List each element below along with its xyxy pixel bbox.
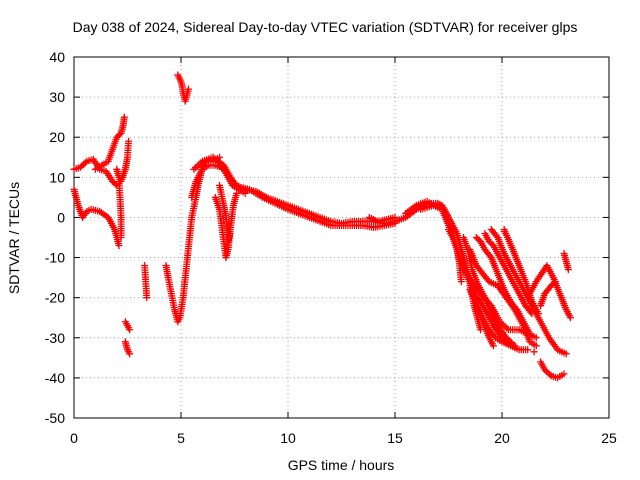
- data-point: [80, 160, 88, 168]
- data-point: [546, 370, 554, 378]
- data-track: [121, 338, 134, 358]
- x-axis-label: GPS time / hours: [288, 457, 395, 473]
- data-point: [81, 159, 89, 167]
- x-tick-label: 0: [70, 430, 78, 446]
- data-point: [143, 294, 151, 302]
- data-track: [537, 358, 568, 382]
- data-point: [78, 162, 86, 170]
- grid: [74, 57, 609, 418]
- data-track: [190, 153, 399, 227]
- data-track: [500, 225, 542, 318]
- data-point: [562, 350, 570, 358]
- data-point: [500, 227, 508, 235]
- data-track: [524, 262, 574, 322]
- x-tick-label: 15: [387, 430, 403, 446]
- data-track: [445, 225, 465, 286]
- data-points: [70, 71, 574, 382]
- data-point: [542, 367, 550, 375]
- data-point: [544, 369, 552, 377]
- y-tick-label: -50: [45, 410, 65, 426]
- data-point: [532, 334, 540, 342]
- data-point: [184, 85, 192, 93]
- y-tick-label: -30: [45, 330, 65, 346]
- data-point: [489, 342, 497, 350]
- data-point: [564, 266, 572, 274]
- data-point: [530, 348, 538, 356]
- data-track: [141, 262, 151, 302]
- data-point: [532, 342, 540, 350]
- data-track: [211, 189, 241, 262]
- data-track: [70, 155, 121, 189]
- data-track: [162, 153, 224, 326]
- y-tick-label: -20: [45, 290, 65, 306]
- data-point: [233, 189, 241, 197]
- data-track: [560, 250, 572, 274]
- x-tick-label: 5: [177, 430, 185, 446]
- data-point: [226, 229, 234, 237]
- data-point: [541, 366, 549, 374]
- x-tick-label: 25: [601, 430, 617, 446]
- axis-ticks: [73, 56, 610, 419]
- data-track: [537, 278, 559, 310]
- x-tick-label: 10: [280, 430, 296, 446]
- data-track: [91, 113, 128, 173]
- y-tick-label: 40: [49, 49, 65, 65]
- data-track: [466, 282, 485, 334]
- y-tick-labels: 40 30 20 10 0 -10 -20 -30 -40 -50: [45, 49, 65, 426]
- data-track: [216, 181, 234, 246]
- data-track: [481, 229, 536, 318]
- data-point: [126, 326, 134, 334]
- y-axis-label: SDTVAR / TECUs: [6, 182, 22, 294]
- data-point: [550, 279, 558, 287]
- data-point: [190, 165, 198, 173]
- data-track: [115, 177, 125, 241]
- data-track: [121, 318, 134, 334]
- data-point: [534, 310, 542, 318]
- data-track: [174, 71, 192, 105]
- y-tick-label: -10: [45, 250, 65, 266]
- data-point: [486, 252, 494, 260]
- data-track: [70, 185, 123, 250]
- data-track: [213, 161, 249, 197]
- y-tick-label: 30: [49, 89, 65, 105]
- plot-frame: [73, 56, 610, 419]
- y-tick-label: 10: [49, 169, 65, 185]
- data-point: [241, 189, 249, 197]
- data-point: [192, 164, 200, 172]
- data-point: [552, 278, 559, 286]
- y-tick-label: 0: [57, 209, 65, 225]
- data-point: [76, 163, 84, 171]
- x-tick-label: 20: [494, 430, 510, 446]
- chart-title: Day 038 of 2024, Sidereal Day-to-day VTE…: [73, 19, 578, 35]
- data-point: [492, 232, 500, 240]
- data-point: [512, 304, 520, 312]
- data-point: [566, 314, 574, 322]
- data-point: [477, 326, 485, 334]
- data-point: [193, 162, 201, 170]
- data-point: [126, 350, 134, 358]
- y-tick-label: 20: [49, 129, 65, 145]
- data-point: [560, 370, 568, 378]
- data-point: [125, 137, 133, 145]
- data-point: [457, 278, 465, 286]
- data-track: [472, 234, 534, 338]
- x-tick-labels: 0 5 10 15 20 25: [70, 430, 617, 446]
- data-point: [120, 113, 128, 121]
- data-point: [117, 234, 125, 241]
- y-tick-label: -40: [45, 370, 65, 386]
- data-point: [115, 242, 123, 250]
- data-point: [526, 330, 534, 338]
- data-track: [365, 213, 399, 225]
- data-point: [524, 346, 532, 354]
